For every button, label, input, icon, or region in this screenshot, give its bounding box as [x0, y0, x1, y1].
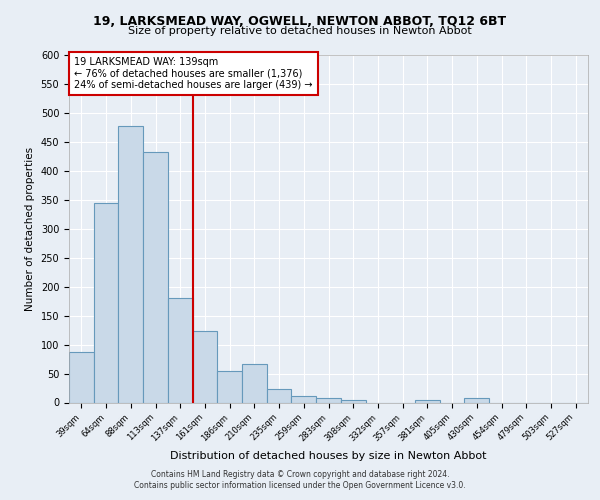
- Bar: [69, 352, 94, 403]
- Bar: [341, 400, 365, 402]
- Bar: [242, 364, 267, 403]
- Bar: [217, 370, 242, 402]
- Text: 19 LARKSMEAD WAY: 139sqm
← 76% of detached houses are smaller (1,376)
24% of sem: 19 LARKSMEAD WAY: 139sqm ← 76% of detach…: [74, 56, 313, 90]
- Bar: [118, 126, 143, 402]
- Bar: [143, 152, 168, 402]
- Bar: [415, 400, 440, 402]
- Bar: [464, 398, 489, 402]
- Text: Contains HM Land Registry data © Crown copyright and database right 2024.: Contains HM Land Registry data © Crown c…: [151, 470, 449, 479]
- Bar: [316, 398, 341, 402]
- Y-axis label: Number of detached properties: Number of detached properties: [25, 146, 35, 311]
- X-axis label: Distribution of detached houses by size in Newton Abbot: Distribution of detached houses by size …: [170, 451, 487, 461]
- Bar: [193, 330, 217, 402]
- Bar: [168, 298, 193, 403]
- Bar: [267, 388, 292, 402]
- Text: Contains public sector information licensed under the Open Government Licence v3: Contains public sector information licen…: [134, 481, 466, 490]
- Bar: [292, 396, 316, 402]
- Text: Size of property relative to detached houses in Newton Abbot: Size of property relative to detached ho…: [128, 26, 472, 36]
- Bar: [94, 202, 118, 402]
- Text: 19, LARKSMEAD WAY, OGWELL, NEWTON ABBOT, TQ12 6BT: 19, LARKSMEAD WAY, OGWELL, NEWTON ABBOT,…: [94, 15, 506, 28]
